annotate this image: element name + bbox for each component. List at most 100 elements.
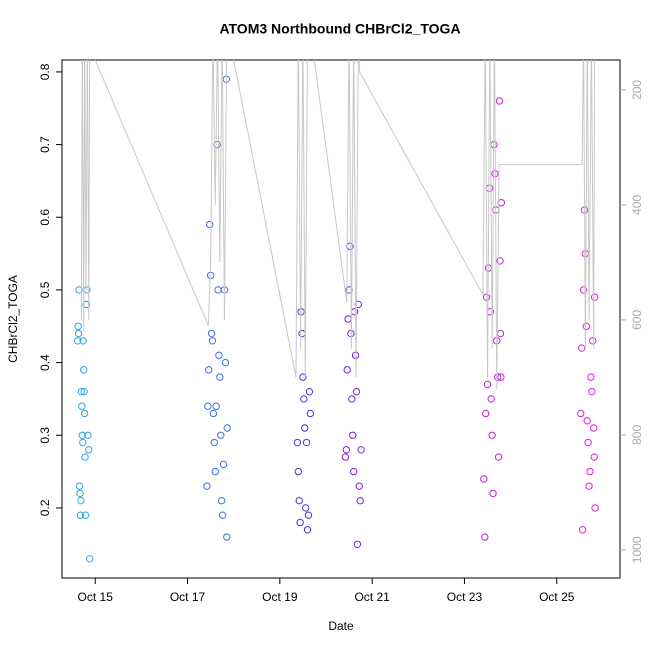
y2-tick-label: 400 xyxy=(630,195,644,215)
data-point xyxy=(78,402,86,410)
data-point xyxy=(216,373,224,381)
data-point xyxy=(78,431,87,439)
data-point xyxy=(79,366,88,374)
data-point xyxy=(296,518,304,527)
data-point xyxy=(80,409,89,418)
data-point xyxy=(342,446,351,454)
data-point xyxy=(581,249,590,258)
data-point xyxy=(496,329,505,338)
data-point xyxy=(74,329,83,338)
data-point xyxy=(85,555,94,563)
x-tick-label: Oct 23 xyxy=(447,590,483,604)
data-point xyxy=(223,424,231,432)
data-point xyxy=(301,504,310,512)
data-point xyxy=(497,199,506,207)
data-point xyxy=(579,286,588,294)
data-point xyxy=(496,257,504,265)
data-point xyxy=(303,526,312,534)
data-point xyxy=(212,402,220,410)
data-point xyxy=(355,482,363,490)
data-point xyxy=(480,475,488,483)
data-point xyxy=(589,424,598,432)
data-point xyxy=(84,431,92,439)
data-point xyxy=(583,417,591,425)
data-point xyxy=(305,387,314,396)
data-point xyxy=(76,489,84,498)
data-point xyxy=(582,322,591,330)
data-point xyxy=(217,496,226,505)
data-point xyxy=(75,286,83,294)
data-point xyxy=(77,387,86,396)
data-point xyxy=(221,358,230,367)
data-point xyxy=(293,438,302,447)
data-point xyxy=(81,453,89,461)
y-tick-label: 0.3 xyxy=(38,427,52,444)
y-tick-label: 0.6 xyxy=(38,209,52,226)
data-point xyxy=(488,431,496,439)
x-tick-label: Oct 17 xyxy=(170,590,206,604)
data-point xyxy=(208,337,217,345)
data-point xyxy=(301,424,309,432)
y-tick-label: 0.2 xyxy=(38,499,52,516)
data-point xyxy=(591,504,599,512)
data-point xyxy=(79,438,87,447)
data-point xyxy=(495,97,504,105)
x-tick-label: Oct 25 xyxy=(539,590,575,604)
data-point xyxy=(352,387,361,396)
x-axis-label: Date xyxy=(328,619,354,633)
data-point xyxy=(306,409,315,418)
y2-tick-label: 800 xyxy=(630,425,644,445)
data-point xyxy=(357,446,365,454)
data-point xyxy=(585,482,593,490)
data-point xyxy=(75,482,84,490)
data-point xyxy=(590,453,598,461)
data-point xyxy=(223,533,231,541)
data-point xyxy=(344,315,352,323)
data-point xyxy=(76,511,85,519)
y-tick-label: 0.4 xyxy=(38,354,52,371)
data-point xyxy=(587,373,595,381)
data-point xyxy=(349,467,358,476)
y-tick-label: 0.8 xyxy=(38,63,52,80)
data-point xyxy=(205,220,214,229)
data-point xyxy=(353,540,362,548)
data-point xyxy=(343,366,351,374)
data-point xyxy=(205,366,213,374)
y-axis-label: CHBrCl2_TOGA xyxy=(6,275,20,363)
data-point xyxy=(203,482,211,490)
data-point xyxy=(590,293,599,301)
data-point xyxy=(214,286,222,294)
data-point xyxy=(577,409,585,418)
data-point xyxy=(204,402,212,410)
data-point xyxy=(217,431,225,439)
plot-area xyxy=(73,60,599,563)
data-point xyxy=(210,438,219,447)
data-point xyxy=(215,351,223,360)
x-tick-label: Oct 21 xyxy=(354,590,390,604)
y2-tick-label: 1000 xyxy=(630,536,644,563)
data-point xyxy=(487,395,495,403)
data-point xyxy=(77,496,85,505)
data-point xyxy=(79,337,87,345)
data-point xyxy=(348,395,356,403)
y-tick-label: 0.5 xyxy=(38,281,52,298)
data-point xyxy=(356,496,364,505)
data-point xyxy=(497,373,505,381)
data-point xyxy=(481,533,489,541)
data-point xyxy=(218,511,227,519)
data-point xyxy=(300,395,308,403)
data-point xyxy=(489,489,497,498)
data-point xyxy=(483,380,492,389)
data-point xyxy=(211,467,219,476)
data-point xyxy=(584,438,592,447)
x-tick-label: Oct 19 xyxy=(262,590,298,604)
data-point xyxy=(588,387,596,396)
data-point xyxy=(302,438,311,447)
data-point xyxy=(578,526,587,534)
data-point xyxy=(589,337,597,345)
data-point xyxy=(493,373,502,381)
data-point xyxy=(341,453,350,461)
data-point xyxy=(577,344,586,352)
